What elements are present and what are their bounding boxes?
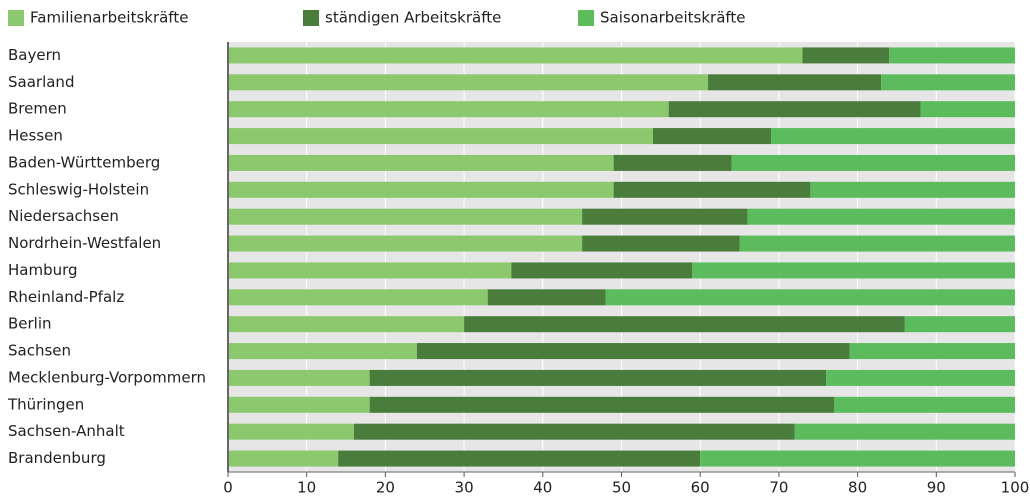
y-tick-label: Sachsen <box>8 342 71 360</box>
bar-segment <box>228 47 803 64</box>
bar-segment <box>810 181 1015 198</box>
bar-segment <box>920 101 1015 118</box>
bar-segment <box>228 262 512 279</box>
bar-segment <box>228 181 614 198</box>
bar-segment <box>613 154 732 171</box>
x-tick-label: 10 <box>297 479 316 497</box>
bar-segment <box>881 74 1015 91</box>
y-tick-label: Hessen <box>8 127 63 145</box>
bar-segment <box>794 423 1015 440</box>
bar-segment <box>692 262 1015 279</box>
bar-segment <box>228 289 488 306</box>
bar-segment <box>228 101 669 118</box>
y-tick-label: Saarland <box>8 73 74 91</box>
legend-swatch <box>578 10 594 26</box>
x-tick-label: 0 <box>223 479 233 497</box>
legend-label: Saisonarbeitskräfte <box>600 9 746 27</box>
y-tick-label: Brandenburg <box>8 449 106 467</box>
x-tick-label: 40 <box>533 479 552 497</box>
bar-segment <box>652 128 772 145</box>
bar-segment <box>487 289 606 306</box>
legend-swatch <box>303 10 319 26</box>
bar-segment <box>228 396 370 413</box>
bar-segment <box>833 396 1015 413</box>
bar-segment <box>904 316 1015 333</box>
bar-segment <box>353 423 795 440</box>
bar-segment <box>511 262 693 279</box>
bar-segment <box>228 343 417 360</box>
bar-segment <box>228 450 339 467</box>
y-tick-label: Thüringen <box>7 395 84 413</box>
bar-segment <box>747 208 1015 225</box>
x-tick-label: 90 <box>927 479 946 497</box>
y-tick-label: Mecklenburg-Vorpommern <box>8 368 206 386</box>
bar-segment <box>369 369 827 386</box>
y-tick-label: Berlin <box>8 315 52 333</box>
bar-segment <box>731 154 1015 171</box>
bar-segment <box>228 154 614 171</box>
y-tick-label: Schleswig-Holstein <box>8 180 149 198</box>
x-tick-label: 50 <box>612 479 631 497</box>
bar-segment <box>369 396 834 413</box>
y-tick-label: Bayern <box>8 46 61 64</box>
bar-segment <box>338 450 701 467</box>
legend-label: Familienarbeitskräfte <box>30 9 188 27</box>
bar-segment <box>582 235 740 252</box>
bar-segment <box>228 128 653 145</box>
bar-segment <box>228 369 370 386</box>
bar-segment <box>849 343 1015 360</box>
y-tick-label: Hamburg <box>8 261 78 279</box>
y-tick-label: Rheinland-Pfalz <box>8 288 124 306</box>
bar-segment <box>613 181 811 198</box>
y-tick-label: Nordrhein-Westfalen <box>8 234 161 252</box>
bar-segment <box>228 74 709 91</box>
bar-segment <box>802 47 890 64</box>
bar-segment <box>464 316 905 333</box>
bar-segment <box>739 235 1015 252</box>
bar-segment <box>582 208 748 225</box>
x-tick-label: 100 <box>1001 479 1030 497</box>
bar-segment <box>771 128 1015 145</box>
x-tick-label: 60 <box>691 479 710 497</box>
bar-segment <box>228 316 465 333</box>
bar-segment <box>668 101 921 118</box>
bar-segment <box>416 343 850 360</box>
bar-segment <box>228 235 583 252</box>
x-tick-label: 80 <box>848 479 867 497</box>
x-tick-label: 70 <box>769 479 788 497</box>
bar-segment <box>889 47 1015 64</box>
y-tick-label: Sachsen-Anhalt <box>8 422 125 440</box>
bar-segment <box>826 369 1015 386</box>
bar-segment <box>708 74 882 91</box>
bar-segment <box>228 423 354 440</box>
y-tick-label: Bremen <box>8 100 67 118</box>
legend-swatch <box>8 10 24 26</box>
y-tick-label: Baden-Württemberg <box>8 153 160 171</box>
legend-label: ständigen Arbeitskräfte <box>325 9 501 27</box>
bar-segment <box>605 289 1015 306</box>
x-tick-label: 30 <box>455 479 474 497</box>
bar-segment <box>228 208 583 225</box>
x-tick-label: 20 <box>376 479 395 497</box>
y-tick-label: Niedersachsen <box>8 207 119 225</box>
bar-segment <box>700 450 1015 467</box>
